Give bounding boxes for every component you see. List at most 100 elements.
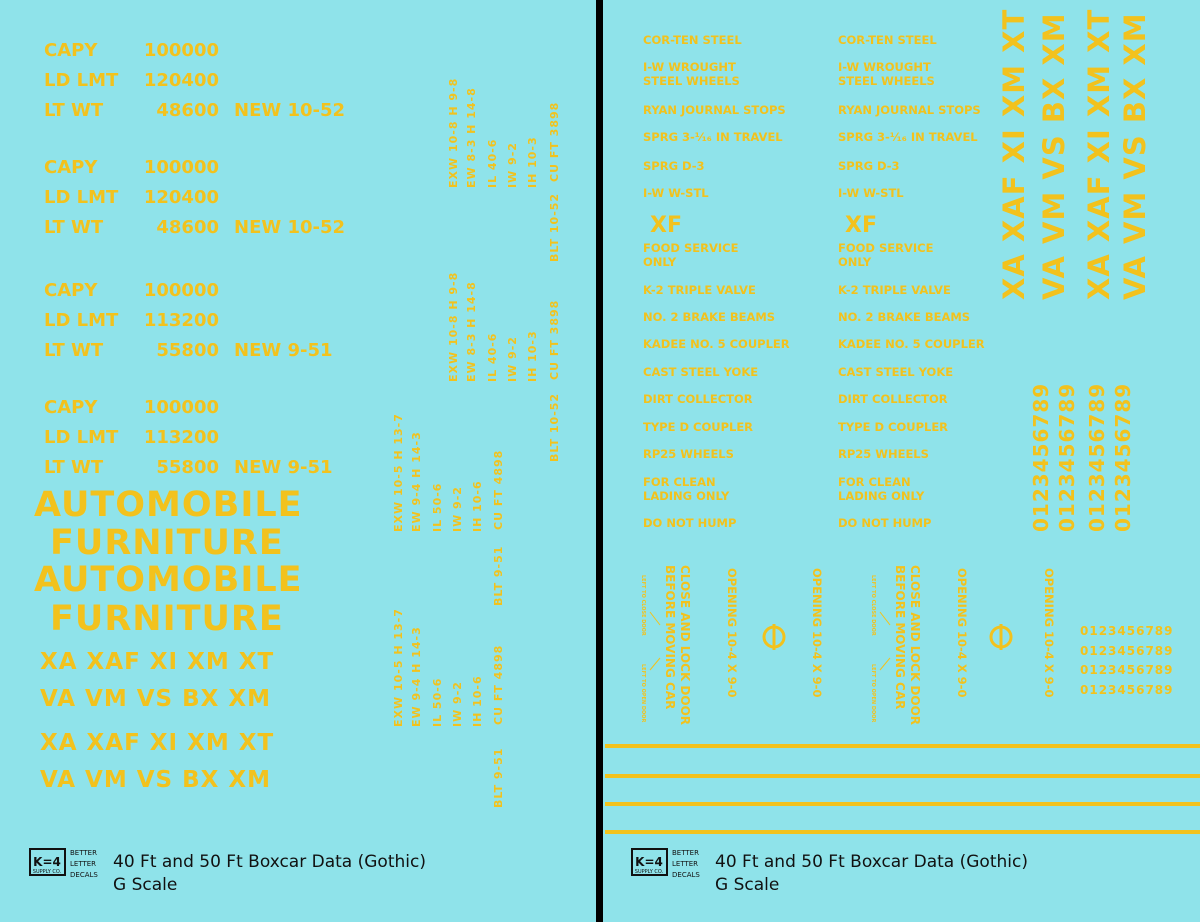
vertical-marks: VA VM VS BX XM [1118, 12, 1152, 300]
capacity-label: LD LMT [44, 187, 119, 208]
built-date: NEW 10-52 [234, 217, 345, 238]
dimension-data: IW 9-2 [451, 681, 464, 727]
equipment-note: DO NOT HUMP [643, 516, 736, 530]
equipment-note: DO NOT HUMP [838, 516, 931, 530]
capacity-label: LT WT [44, 457, 104, 478]
vertical-numbers: 0123456789 [1055, 383, 1079, 532]
logo: K=4 [33, 855, 61, 869]
commodity-lettering: AUTOMOBILE [34, 485, 303, 525]
built-date: NEW 9-51 [234, 457, 333, 478]
dimension-data: EXW 10-8 H 9-8 [447, 78, 460, 188]
dimension-data: IL 50-6 [431, 678, 444, 727]
equipment-note: I-W WROUGHT [838, 60, 931, 74]
dimension-data: EXW 10-5 H 13-7 [392, 608, 405, 727]
tagline: BETTER [672, 849, 699, 857]
built-date: NEW 10-52 [234, 100, 345, 121]
equipment-note: TYPE D COUPLER [643, 420, 753, 434]
stripe [605, 802, 1200, 806]
logo-box [631, 848, 668, 876]
equipment-note: COR-TEN STEEL [643, 33, 742, 47]
pointer [879, 611, 891, 626]
dimension-data: CU FT 3898 [548, 300, 561, 380]
equipment-note: SPRG 3-¹⁄₁₆ IN TRAVEL [643, 130, 783, 144]
capacity-label: CAPY [44, 157, 98, 178]
dimension-data: BLT 10-52 [548, 393, 561, 462]
equipment-note: FOOD SERVICE [838, 241, 934, 255]
capacity-label: LD LMT [44, 70, 119, 91]
tagline: DECALS [70, 871, 98, 879]
dimension-data: IW 9-2 [506, 142, 519, 188]
sheet-title: 40 Ft and 50 Ft Boxcar Data (Gothic) [113, 852, 426, 872]
equipment-note: RP25 WHEELS [643, 447, 734, 461]
stripe [605, 774, 1200, 778]
equipment-note: FOR CLEAN [838, 475, 911, 489]
dimension-data: BLT 9-51 [492, 546, 505, 606]
capacity-value: 100000 [144, 397, 219, 418]
equipment-note: CAST STEEL YOKE [643, 365, 758, 379]
equipment-note: ONLY [643, 255, 677, 269]
capacity-value: 55800 [156, 340, 219, 361]
capacity-label: LD LMT [44, 310, 119, 331]
equipment-note: LADING ONLY [643, 489, 730, 503]
dimension-data: EXW 10-5 H 13-7 [392, 413, 405, 532]
capacity-value: 113200 [144, 310, 219, 331]
number-row: 0123456789 [1080, 644, 1174, 658]
dimension-data: IH 10-3 [526, 136, 539, 188]
pointer [879, 657, 891, 671]
dimension-data: EXW 10-8 H 9-8 [447, 272, 460, 382]
dimension-data: IH 10-3 [526, 330, 539, 382]
vertical-marks: XA XAF XI XM XT [997, 9, 1031, 300]
stripe [605, 744, 1200, 748]
tagline: LETTER [70, 860, 96, 868]
capacity-label: LT WT [44, 217, 104, 238]
dimension-data: BLT 10-52 [548, 193, 561, 262]
vertical-numbers: 0123456789 [1029, 383, 1053, 532]
capacity-value: 120400 [144, 187, 219, 208]
equipment-note: K-2 TRIPLE VALVE [838, 283, 951, 297]
dimension-data: IW 9-2 [506, 336, 519, 382]
stripe [605, 830, 1200, 834]
door-opening: OPENING 10-4 X 9-0 [1042, 568, 1056, 697]
vertical-marks: XA XAF XI XM XT [1082, 9, 1116, 300]
equipment-note: COR-TEN STEEL [838, 33, 937, 47]
door-opening: OPENING 10-4 X 9-0 [725, 568, 739, 697]
dimension-data: CU FT 4898 [492, 645, 505, 725]
divider [596, 0, 603, 922]
door-warning: CLOSE AND LOCK DOOR [678, 565, 692, 725]
door-note: LEFT TO CLOSE DOOR [870, 575, 876, 636]
pointer [649, 611, 661, 626]
door-note: LEFT TO OPEN DOOR [870, 664, 876, 722]
sheet-title: 40 Ft and 50 Ft Boxcar Data (Gothic) [715, 852, 1028, 872]
logo: K=4 [635, 855, 663, 869]
equipment-note: DIRT COLLECTOR [643, 392, 753, 406]
reporting-marks: XA XAF XI XM XT [40, 730, 274, 756]
number-row: 0123456789 [1080, 683, 1174, 697]
tagline: LETTER [672, 860, 698, 868]
capacity-label: LT WT [44, 100, 104, 121]
equipment-note: LADING ONLY [838, 489, 925, 503]
capacity-value: 48600 [156, 217, 219, 238]
logo-sub: SUPPLY CO. [635, 869, 664, 875]
equipment-note: I-W W-STL [643, 186, 709, 200]
logo-sub: SUPPLY CO. [33, 869, 62, 875]
built-date: NEW 9-51 [234, 340, 333, 361]
vertical-numbers: 0123456789 [1111, 383, 1135, 532]
capacity-value: 48600 [156, 100, 219, 121]
number-row: 0123456789 [1080, 624, 1174, 638]
capacity-value: 100000 [144, 280, 219, 301]
equipment-note: STEEL WHEELS [643, 74, 740, 88]
dimension-data: EW 9-4 H 14-3 [410, 431, 423, 532]
sheet-scale: G Scale [113, 875, 177, 895]
equipment-note: NO. 2 BRAKE BEAMS [643, 310, 775, 324]
equipment-note: I-W W-STL [838, 186, 904, 200]
equipment-note: ONLY [838, 255, 872, 269]
capacity-label: CAPY [44, 40, 98, 61]
tagline: BETTER [70, 849, 97, 857]
dimension-data: IH 10-6 [471, 480, 484, 532]
dimension-data: EW 9-4 H 14-3 [410, 626, 423, 727]
sheet-scale: G Scale [715, 875, 779, 895]
equipment-note: RP25 WHEELS [838, 447, 929, 461]
dimension-data: BLT 9-51 [492, 748, 505, 808]
capacity-value: 100000 [144, 157, 219, 178]
